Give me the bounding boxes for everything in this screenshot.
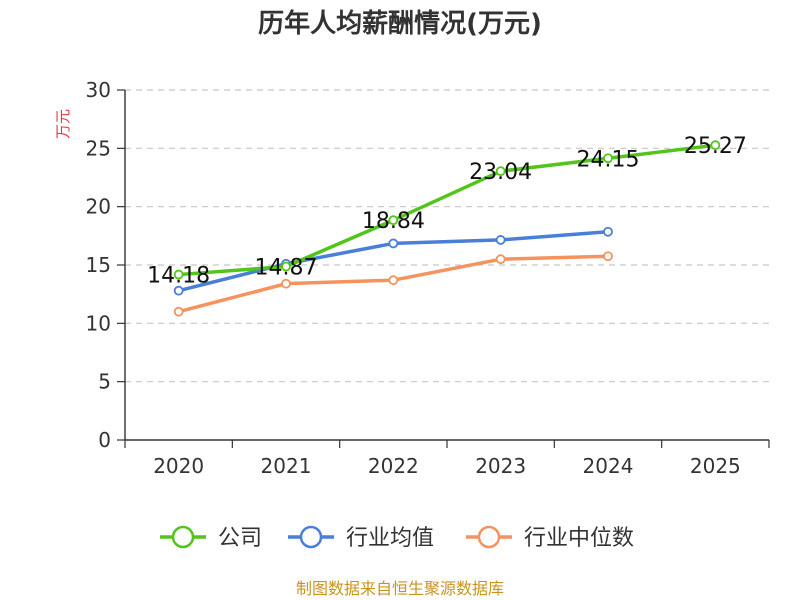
x-tick-label: 2023 xyxy=(475,454,526,478)
data-labels: 14.18 14.87 18.84 23.04 24.15 25.27 xyxy=(147,134,747,288)
series-0-point-4[interactable] xyxy=(603,153,613,164)
legend-item-1[interactable]: 行业均值 xyxy=(288,525,434,551)
y-tick-label: 15 xyxy=(86,253,111,277)
legend-label: 行业均值 xyxy=(346,526,434,551)
y-tick-label: 10 xyxy=(86,311,111,335)
legend-marker xyxy=(477,525,501,549)
series-2-point-4[interactable] xyxy=(603,251,613,262)
series-1-point-2[interactable] xyxy=(388,238,399,249)
grid-lines xyxy=(125,89,769,383)
series-1-point-3[interactable] xyxy=(495,235,506,245)
series-0-point-1[interactable] xyxy=(281,261,291,272)
y-tick-label: 5 xyxy=(98,370,111,394)
legend-marker xyxy=(299,525,323,549)
y-tick-label: 0 xyxy=(98,428,111,452)
x-tick-label: 2021 xyxy=(261,454,312,478)
series-1-point-0[interactable] xyxy=(173,285,184,296)
data-label: 24.15 xyxy=(577,147,640,172)
series-lines xyxy=(173,140,721,317)
legend-label: 公司 xyxy=(218,526,262,551)
y-tick-label: 30 xyxy=(86,78,111,102)
legend-label: 行业中位数 xyxy=(524,526,634,551)
chart-title: 历年人均薪酬情况(万元) xyxy=(258,8,542,39)
series-0-point-2[interactable] xyxy=(388,215,399,226)
legend-item-0[interactable]: 公司 xyxy=(160,525,262,551)
legend[interactable]: 公司 行业均值 行业中位数 xyxy=(160,525,634,551)
data-label: 14.87 xyxy=(255,256,318,281)
legend-item-2[interactable]: 行业中位数 xyxy=(466,525,634,551)
legend-marker xyxy=(171,525,195,549)
series-2-point-3[interactable] xyxy=(495,254,506,265)
x-tick-label: 2022 xyxy=(368,454,419,478)
y-tick-label: 20 xyxy=(86,195,111,219)
series-0-point-5[interactable] xyxy=(710,140,721,151)
series-0-point-3[interactable] xyxy=(495,166,506,177)
y-tick-label: 25 xyxy=(86,136,111,160)
y-axis-label: 万元 xyxy=(54,109,72,139)
source-note: 制图数据来自恒生聚源数据库 xyxy=(296,579,504,598)
data-label: 14.18 xyxy=(147,264,210,289)
x-tick-label: 2025 xyxy=(690,454,741,478)
x-tick-label: 2020 xyxy=(153,454,204,478)
x-tick-label: 2024 xyxy=(583,454,634,478)
data-label: 23.04 xyxy=(469,160,532,185)
series-1-point-4[interactable] xyxy=(603,226,613,237)
data-label: 25.27 xyxy=(684,134,747,159)
series-2-point-2[interactable] xyxy=(388,275,399,286)
series-line-0 xyxy=(176,143,718,277)
data-label: 18.84 xyxy=(362,209,425,234)
series-0-point-0[interactable] xyxy=(173,269,184,280)
series-2-point-1[interactable] xyxy=(281,278,291,289)
series-2-point-0[interactable] xyxy=(173,306,184,317)
